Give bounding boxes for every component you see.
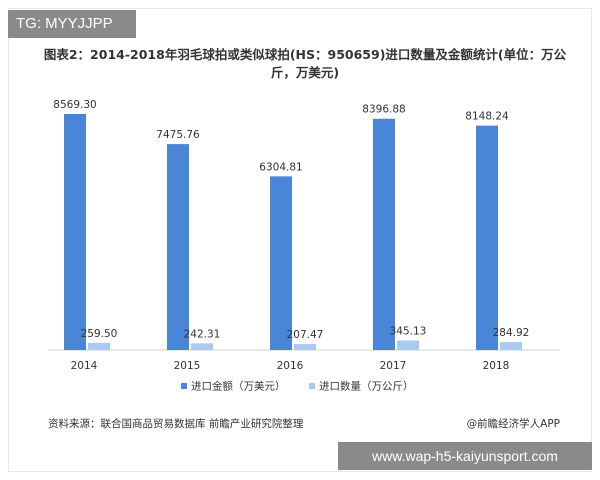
data-label-amount-2016: 6304.81 [259, 161, 302, 173]
bar-amount-2015 [167, 144, 189, 350]
source-note: 资料来源：联合国商品贸易数据库 前瞻产业研究院整理 [48, 418, 304, 430]
legend-label-amount: 进口金额（万美元） [191, 380, 286, 393]
data-label-amount-2017: 8396.88 [362, 104, 405, 116]
data-label-amount-2015: 7475.76 [156, 129, 200, 141]
bar-quantity-2018 [500, 342, 522, 350]
url-badge: www.wap-h5-kaiyunsport.com [338, 442, 592, 470]
bar-quantity-2017 [397, 340, 419, 350]
bar-quantity-2014 [88, 342, 110, 350]
data-label-quantity-2018: 284.92 [493, 327, 530, 339]
legend-swatch-amount [181, 383, 187, 389]
bar-group: 8569.30 259.50 2014 7475.76 242.31 2015 6304.8… [53, 99, 529, 372]
data-label-quantity-2015: 242.31 [184, 328, 221, 340]
data-label-quantity-2017: 345.13 [390, 325, 427, 337]
x-tick-label-2015: 2015 [174, 360, 201, 372]
bar-amount-2014 [64, 114, 86, 350]
x-tick-label-2017: 2017 [380, 360, 407, 372]
data-label-quantity-2014: 259.50 [81, 328, 118, 340]
bar-quantity-2016 [294, 344, 316, 350]
bar-quantity-2015 [191, 343, 213, 350]
x-tick-label-2014: 2014 [71, 360, 98, 372]
chart-title: 图表2：2014-2018年羽毛球拍或类似球拍(HS：950659)进口数量及金… [43, 47, 567, 80]
bar-amount-2018 [476, 125, 498, 350]
bar-amount-2016 [270, 176, 292, 350]
legend: 进口金额（万美元） 进口数量（万公斤） [181, 380, 414, 393]
tg-badge: TG: MYYJJPP [8, 10, 136, 38]
x-tick-label-2018: 2018 [483, 360, 510, 372]
credit-note: @前瞻经济学人APP [466, 418, 560, 430]
x-tick-label-2016: 2016 [277, 360, 304, 372]
legend-label-quantity: 进口数量（万公斤） [319, 380, 414, 393]
data-label-amount-2014: 8569.30 [53, 99, 96, 111]
data-label-quantity-2016: 207.47 [287, 329, 324, 341]
bar-amount-2017 [373, 118, 395, 350]
data-label-amount-2018: 8148.24 [465, 111, 509, 123]
legend-swatch-quantity [309, 383, 315, 389]
